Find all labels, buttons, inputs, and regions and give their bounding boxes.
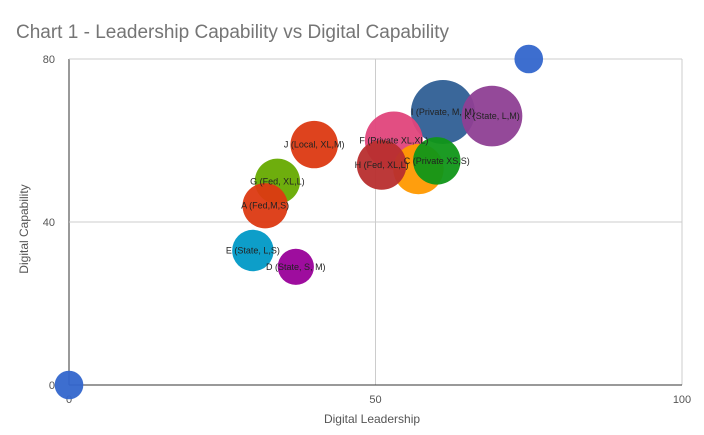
chart-title: Chart 1 - Leadership Capability vs Digit… [16,22,449,43]
bubble-label: I (Private, M, M) [411,107,475,117]
y-axis-label: Digital Capability [17,184,31,273]
bubble-labels: I (Private, M, M)K (State, L,M) F (Privat… [226,107,520,272]
bubble-point [277,248,314,285]
bubble-point [461,85,523,147]
bubble-label: F (Private XL,XL) [359,136,428,146]
bubble-point [356,140,407,190]
bubble-point [410,79,475,144]
bubble-point [290,120,338,169]
bubble-label: J (Local, XL,M) [284,140,345,150]
y-tick-label: 40 [43,217,55,229]
gridlines [68,58,683,386]
bubble-point [232,229,274,272]
bubbles [54,44,544,400]
bubble-point [514,44,544,74]
bubble-point [413,137,461,185]
x-axis-label: Digital Leadership [324,412,420,426]
bubble-label: C (Private XS,S) [404,156,470,166]
bubble-point [54,370,84,400]
tick-labels: 0 50 100 0 40 80 [43,54,691,406]
x-tick-label: 0 [66,394,72,406]
bubble-label: K (State, L,M) [464,111,520,121]
y-tick-label: 80 [43,54,55,66]
bubble-label: H (Fed, XL,L) [355,160,409,170]
bubble-label: E (State, L,S) [226,246,280,256]
bubble-label: G (Fed, XL,L) [250,176,305,186]
bubble-label: A (Fed,M,S) [241,201,289,211]
x-tick-label: 100 [673,394,691,406]
y-tick-label: 0 [49,380,55,392]
bubble-label: D (State, S, M) [266,262,326,272]
bubble-point [242,183,288,229]
x-tick-label: 50 [369,394,381,406]
